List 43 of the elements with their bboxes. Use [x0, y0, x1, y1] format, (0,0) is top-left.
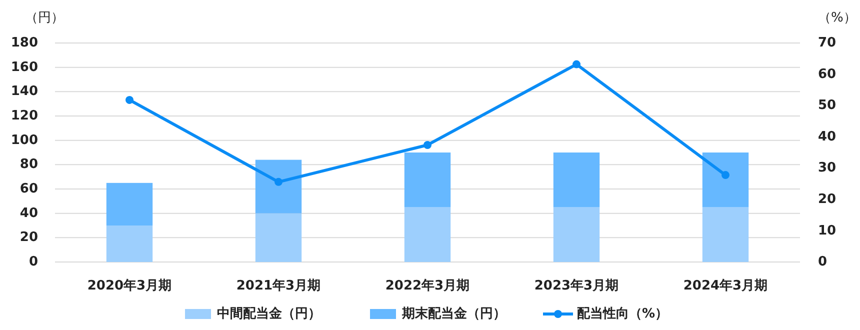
- point: [572, 60, 580, 68]
- x-tick-label: 2023年3月期: [534, 278, 619, 294]
- y2-tick-label: 0: [818, 254, 828, 270]
- bar: [106, 182, 153, 226]
- y2-tick-label: 60: [818, 66, 836, 82]
- point: [274, 178, 282, 186]
- bar: [553, 207, 600, 262]
- y-tick-label: 40: [20, 206, 38, 221]
- y2-axis-title: （%）: [818, 10, 856, 26]
- bar: [404, 207, 451, 262]
- bar: [404, 152, 451, 208]
- y-tick-label: 60: [20, 182, 38, 197]
- y-tick-label: 140: [10, 84, 38, 100]
- y-tick-label: 20: [20, 230, 38, 246]
- y-tick-label: 120: [10, 108, 38, 124]
- y2-tick-label: 10: [818, 223, 836, 238]
- y-tick-label: 160: [10, 60, 38, 75]
- legend-label: 配当性向（%）: [577, 306, 668, 322]
- bar: [106, 226, 153, 262]
- bar: [553, 152, 600, 208]
- y-tick-label: 180: [10, 36, 38, 51]
- point: [722, 171, 730, 180]
- point: [126, 96, 134, 104]
- y2-tick-label: 70: [818, 36, 836, 51]
- y2-tick-label: 40: [818, 129, 836, 144]
- y2-tick-label: 20: [818, 192, 836, 207]
- y-tick-label: 80: [20, 157, 38, 172]
- x-tick-label: 2020年3月期: [87, 278, 172, 294]
- legend-label: 期末配当金（円）: [401, 306, 506, 322]
- legend-label: 中間配当金（円）: [217, 306, 321, 322]
- point: [424, 140, 432, 149]
- y-tick-label: 100: [10, 132, 38, 148]
- bar: [255, 160, 302, 214]
- x-tick-label: 2021年3月期: [236, 278, 321, 294]
- y2-tick-label: 50: [818, 98, 836, 114]
- y2-tick-label: 30: [818, 160, 836, 176]
- x-tick-label: 2022年3月期: [385, 278, 470, 294]
- x-tick-label: 2024年3月期: [683, 278, 768, 294]
- y-axis-title: （円）: [25, 10, 64, 26]
- bar: [255, 213, 302, 262]
- bar: [702, 152, 749, 208]
- bar: [702, 207, 749, 262]
- y-tick-label: 0: [28, 254, 38, 270]
